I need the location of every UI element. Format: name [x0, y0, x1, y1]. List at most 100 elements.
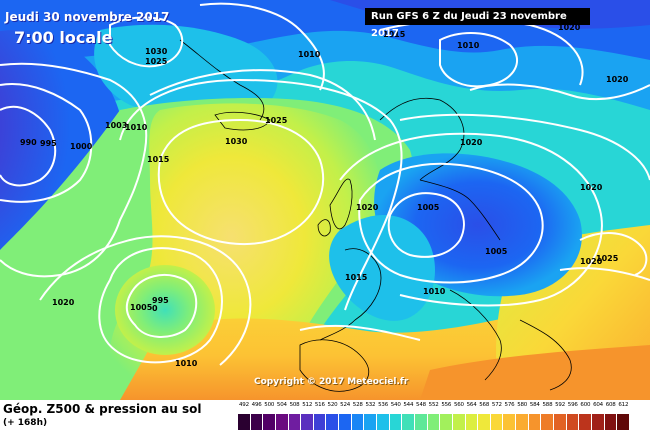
- isobar-label: 990: [20, 138, 37, 147]
- isobar-label: 1000: [70, 142, 93, 151]
- scale-swatch: [452, 414, 466, 430]
- isobar-1005-europe: [387, 192, 465, 258]
- map-caption-sub: (+ 168h): [3, 418, 48, 428]
- scale-swatch: [326, 414, 340, 430]
- scale-swatch: [301, 414, 314, 430]
- scale-label: 584: [529, 402, 540, 408]
- scale-label: 520: [327, 402, 338, 408]
- isobar-1015-europe: [339, 132, 603, 307]
- ireland-coast: [317, 219, 331, 237]
- greenland-coast: [179, 39, 265, 121]
- coastlines: [179, 39, 572, 392]
- scale-swatch: [528, 414, 542, 430]
- scale-swatch: [364, 414, 378, 430]
- scale-label: 512: [302, 402, 313, 408]
- scale-label: 516: [314, 402, 325, 408]
- scale-swatch: [604, 414, 618, 430]
- scale-label: 500: [264, 402, 275, 408]
- scale-label: 580: [517, 402, 528, 408]
- scale-label: 532: [365, 402, 376, 408]
- scale-swatch: [313, 414, 327, 430]
- isobar-1005-sw: [98, 247, 223, 364]
- scale-label: 496: [251, 402, 262, 408]
- isobar-1030-nw: [109, 16, 184, 68]
- map-caption: Géop. Z500 & pression au sol: [3, 402, 202, 416]
- iceland-coast: [214, 111, 271, 131]
- scale-label: 524: [340, 402, 351, 408]
- scale-label: 508: [289, 402, 300, 408]
- isobar-label: 1015: [147, 155, 170, 164]
- isobar-label: 1010: [298, 50, 321, 59]
- scale-swatch: [440, 414, 453, 430]
- scale-label: 548: [416, 402, 426, 408]
- scale-label: 504: [276, 402, 287, 408]
- isobar-label: 1020: [52, 298, 75, 307]
- isobar-995-sw: [125, 274, 198, 338]
- scale-swatch: [389, 414, 403, 430]
- scale-label: 492: [239, 402, 249, 408]
- scale-swatch: [339, 414, 352, 430]
- scale-swatch: [238, 414, 251, 430]
- isobar-label: 1020: [580, 257, 603, 266]
- scale-swatch: [503, 414, 517, 430]
- isobar-1025-e: [579, 232, 648, 276]
- isobar-label: 1015: [383, 30, 406, 39]
- scandinavia-coast: [379, 97, 465, 181]
- isobar-label: 1020: [606, 75, 629, 84]
- scale-label: 596: [567, 402, 578, 408]
- scale-swatch: [351, 414, 365, 430]
- isobar-1025: [119, 78, 403, 311]
- far-south-orange: [420, 345, 650, 400]
- isobar-label: 1010: [423, 287, 446, 296]
- scale-label: 552: [428, 402, 439, 408]
- baltic-coast: [419, 179, 501, 241]
- scale-swatch: [478, 414, 491, 430]
- scale-swatch: [427, 414, 441, 430]
- cyan-europe: [329, 215, 435, 321]
- italy-coast: [449, 289, 502, 381]
- scale-swatch: [465, 414, 479, 430]
- scale-label: 560: [453, 402, 464, 408]
- scale-swatch: [250, 414, 264, 430]
- uk-coast: [329, 178, 353, 230]
- isobar-label: 1005: [130, 303, 153, 312]
- cyan-zone: [94, 24, 278, 120]
- scale-label: 568: [479, 402, 490, 408]
- balkans-coast: [519, 319, 572, 391]
- isobar-label: 1015: [345, 273, 368, 282]
- isobar-995: [0, 105, 57, 187]
- scale-label: 528: [352, 402, 363, 408]
- isobar-label: 1005: [417, 203, 440, 212]
- weather-map: 1030 1025 1010 1015 1010 1020 1020 990 9…: [0, 0, 650, 400]
- isobar-label: 1010: [175, 359, 198, 368]
- isobar-label: 1020: [460, 138, 483, 147]
- isobars: [0, 2, 650, 366]
- color-scale: 492 496 500 504 508 512 516 520 524 528 532 536 540 5…: [238, 402, 630, 432]
- scale-swatch: [402, 414, 415, 430]
- scale-label: 540: [390, 402, 401, 408]
- scale-label: 544: [403, 402, 414, 408]
- scale-label: 612: [618, 402, 629, 408]
- copyright: Copyright © 2017 Meteociel.fr: [254, 377, 409, 387]
- isobar-label: 1025: [145, 57, 168, 66]
- isobar-label: 1010: [457, 41, 480, 50]
- scale-label: 608: [605, 402, 616, 408]
- isobar-label: 1010: [125, 123, 148, 132]
- isobar-label: 1025: [596, 254, 619, 263]
- scale-boxes: [238, 414, 630, 430]
- scale-swatch: [490, 414, 504, 430]
- isobar-south: [299, 324, 421, 341]
- isobar-labels: 1030 1025 1010 1015 1010 1020 1020 990 9…: [20, 23, 629, 368]
- scale-swatch: [516, 414, 529, 430]
- scale-swatch: [275, 414, 289, 430]
- isobar-label: 1030: [225, 137, 248, 146]
- scale-swatch: [591, 414, 605, 430]
- scale-labels: 492 496 500 504 508 512 516 520 524 528 532 536 540 5…: [238, 402, 630, 412]
- scale-swatch: [377, 414, 390, 430]
- isobar-label: 1020: [558, 23, 581, 32]
- scale-swatch: [288, 414, 302, 430]
- isobar-1020: [149, 69, 376, 141]
- scale-swatch: [541, 414, 555, 430]
- france-coast: [319, 248, 382, 341]
